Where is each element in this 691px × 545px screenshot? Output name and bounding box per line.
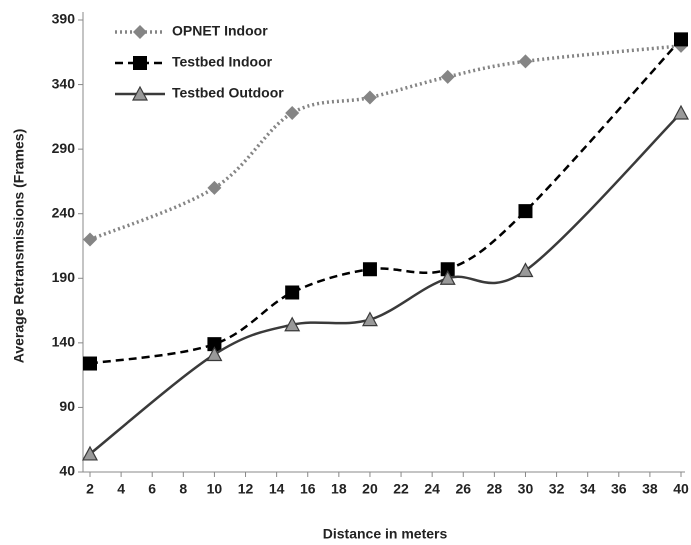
x-tick-label: 30 [518, 481, 534, 497]
y-tick-label: 340 [52, 75, 76, 91]
marker [285, 285, 300, 300]
marker [81, 445, 99, 461]
x-tick-label: 6 [148, 481, 156, 497]
marker [285, 105, 300, 120]
y-tick-label: 40 [59, 463, 75, 479]
x-tick-label: 28 [487, 481, 503, 497]
x-tick-label: 18 [331, 481, 347, 497]
y-axis-label: Average Retransmissions (Frames) [11, 129, 27, 363]
line [89, 112, 682, 455]
line [89, 38, 682, 365]
x-tick-label: 22 [393, 481, 409, 497]
x-tick-label: 2 [86, 481, 94, 497]
x-tick-label: 12 [238, 481, 254, 497]
x-tick-label: 20 [362, 481, 378, 497]
marker [362, 262, 377, 277]
y-tick-label: 190 [52, 269, 76, 285]
y-tick-label: 240 [52, 204, 76, 220]
marker [361, 311, 378, 327]
x-tick-label: 34 [580, 481, 596, 497]
y-tick-label: 390 [52, 11, 76, 27]
line [89, 44, 682, 242]
marker [518, 54, 533, 69]
legend-label: OPNET Indoor [172, 23, 268, 39]
y-tick-label: 90 [59, 398, 75, 414]
marker [440, 262, 455, 277]
x-tick-label: 38 [642, 481, 658, 497]
marker [362, 90, 377, 105]
x-tick-label: 24 [424, 481, 440, 497]
legend-label: Testbed Indoor [172, 54, 273, 70]
legend-marker [133, 56, 147, 70]
y-tick-label: 290 [52, 140, 76, 156]
marker [284, 316, 301, 332]
marker [206, 346, 223, 362]
x-tick-label: 14 [269, 481, 285, 497]
x-tick-label: 10 [207, 481, 223, 497]
marker [207, 337, 222, 352]
x-axis-label: Distance in meters [323, 526, 448, 542]
x-tick-label: 4 [117, 481, 125, 497]
legend-marker [131, 85, 149, 101]
marker [439, 270, 456, 285]
x-tick-label: 26 [455, 481, 471, 497]
marker [83, 356, 97, 371]
x-tick-label: 8 [179, 481, 187, 497]
y-tick-label: 140 [52, 334, 76, 350]
marker [517, 262, 534, 278]
legend-marker [133, 25, 147, 39]
marker [207, 180, 222, 195]
x-tick-label: 40 [673, 481, 689, 497]
marker [440, 69, 455, 84]
marker [518, 204, 533, 219]
marker [674, 32, 688, 47]
marker [672, 104, 690, 120]
legend-label: Testbed Outdoor [172, 85, 284, 101]
x-tick-label: 32 [549, 481, 565, 497]
x-tick-label: 16 [300, 481, 316, 497]
x-tick-label: 36 [611, 481, 627, 497]
marker [83, 232, 97, 247]
